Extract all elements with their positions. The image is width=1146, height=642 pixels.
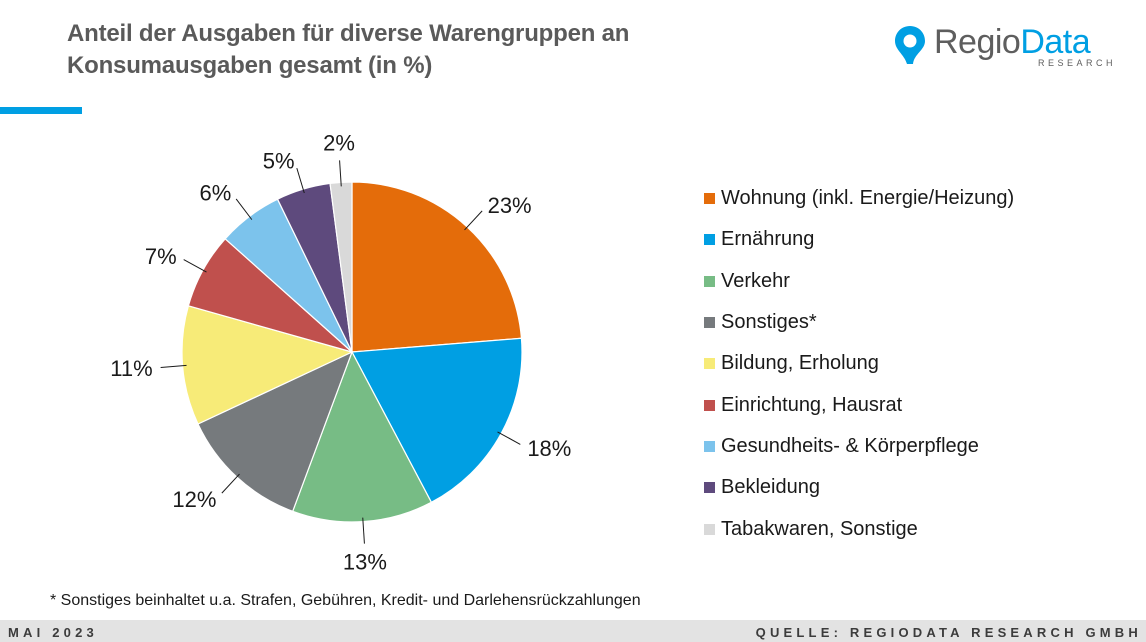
- logo-wordmark: RegioData: [934, 22, 1091, 62]
- legend-label: Tabakwaren, Sonstige: [721, 517, 918, 540]
- leader-line-3: [362, 517, 365, 544]
- legend-swatch: [704, 399, 715, 411]
- leader-line-9: [339, 160, 342, 187]
- legend-item-1: Wohnung (inkl. Energie/Heizung): [704, 178, 1014, 219]
- slice-label-7: 6%: [200, 181, 232, 206]
- slice-label-3: 13%: [343, 550, 387, 575]
- accent-bar: [0, 107, 82, 114]
- legend-swatch: [704, 482, 715, 494]
- legend-item-2: Ernährung: [704, 219, 1014, 260]
- logo-subtitle: RESEARCH: [1037, 58, 1116, 68]
- chart-title-line-1: Anteil der Ausgaben für diverse Warengru…: [67, 20, 630, 47]
- legend-swatch: [704, 440, 715, 452]
- chart-title: Anteil der Ausgaben für diverse Warengru…: [67, 18, 787, 82]
- chart-title-line-2: Konsumausgaben gesamt (in %): [67, 52, 433, 79]
- footer-bar: MAI 2023 QUELLE: REGIODATA RESEARCH GMBH: [0, 620, 1146, 642]
- footer-source: QUELLE: REGIODATA RESEARCH GMBH: [755, 625, 1142, 640]
- slice-label-2: 18%: [527, 436, 571, 461]
- legend-label: Einrichtung, Hausrat: [721, 393, 903, 416]
- legend-label: Sonstiges*: [721, 311, 817, 334]
- legend-item-9: Tabakwaren, Sonstige: [704, 508, 1014, 549]
- legend-item-3: Verkehr: [704, 261, 1014, 302]
- legend-item-7: Gesundheits- & Körperpflege: [704, 426, 1014, 467]
- slice-label-4: 12%: [172, 487, 216, 512]
- logo-text-regio: Regio: [934, 23, 1021, 61]
- logo-text-data: Data: [1020, 23, 1091, 61]
- leader-line-8: [296, 167, 305, 194]
- leader-line-4: [221, 473, 240, 494]
- legend-swatch: [704, 234, 715, 246]
- leader-line-6: [183, 259, 207, 273]
- legend-label: Bildung, Erholung: [721, 352, 879, 375]
- pie-chart: 23% 18% 13% 12% 11% 7% 6% 5% 2%: [110, 130, 571, 575]
- regiodata-logo: RegioData RESEARCH: [890, 22, 1120, 72]
- legend-swatch: [704, 193, 715, 205]
- legend-item-5: Bildung, Erholung: [704, 343, 1014, 384]
- leader-line-2: [497, 431, 521, 445]
- legend-label: Bekleidung: [721, 476, 820, 499]
- slice-label-5: 11%: [110, 356, 152, 381]
- legend-swatch: [704, 358, 715, 370]
- leader-line-1: [464, 210, 483, 231]
- legend-label: Verkehr: [721, 269, 790, 292]
- legend-swatch: [704, 317, 715, 329]
- legend-item-4: Sonstiges*: [704, 302, 1014, 343]
- leader-line-7: [235, 198, 253, 220]
- leader-line-5: [160, 364, 187, 369]
- slice-label-9: 2%: [323, 130, 355, 155]
- legend-item-6: Einrichtung, Hausrat: [704, 384, 1014, 425]
- footnote: * Sonstiges beinhaltet u.a. Strafen, Geb…: [50, 592, 641, 609]
- legend-label: Gesundheits- & Körperpflege: [721, 434, 979, 457]
- legend-item-8: Bekleidung: [704, 467, 1014, 508]
- legend-swatch: [704, 275, 715, 287]
- slice-label-6: 7%: [145, 244, 177, 269]
- chart-legend: Wohnung (inkl. Energie/Heizung) Ernährung…: [704, 178, 1014, 550]
- map-pin-icon: [895, 26, 925, 64]
- slice-label-8: 5%: [263, 148, 295, 173]
- footer-date: MAI 2023: [8, 625, 98, 640]
- legend-swatch: [704, 523, 715, 535]
- slice-label-1: 23%: [488, 193, 532, 218]
- legend-label: Wohnung (inkl. Energie/Heizung): [721, 187, 1015, 210]
- legend-label: Ernährung: [721, 228, 815, 251]
